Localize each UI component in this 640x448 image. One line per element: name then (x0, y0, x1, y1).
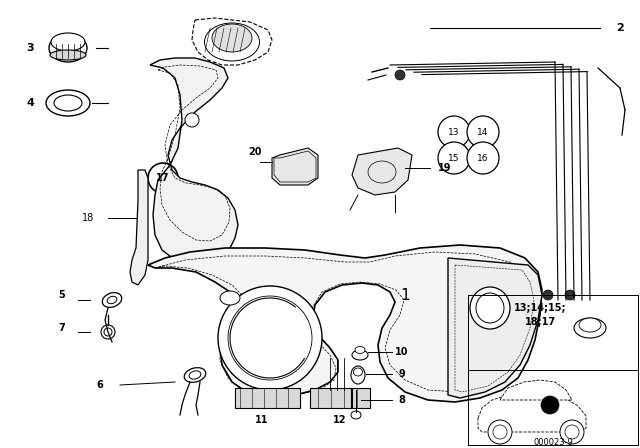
Ellipse shape (104, 328, 112, 336)
Ellipse shape (351, 411, 361, 419)
Ellipse shape (46, 90, 90, 116)
Polygon shape (448, 258, 542, 398)
Ellipse shape (189, 371, 201, 379)
Text: 9: 9 (399, 369, 405, 379)
Text: 7: 7 (59, 323, 65, 333)
Circle shape (565, 425, 579, 439)
Text: 20: 20 (248, 147, 262, 157)
Ellipse shape (574, 318, 606, 338)
Ellipse shape (49, 34, 87, 62)
Circle shape (185, 113, 199, 127)
Ellipse shape (184, 368, 206, 382)
Ellipse shape (476, 293, 504, 323)
Ellipse shape (351, 366, 365, 384)
Polygon shape (130, 170, 148, 285)
Circle shape (438, 116, 470, 148)
Text: 000023-9: 000023-9 (533, 438, 573, 447)
Text: 18: 18 (82, 213, 94, 223)
Text: 1: 1 (400, 288, 410, 302)
Ellipse shape (353, 368, 362, 376)
Polygon shape (272, 148, 318, 185)
Text: 13;14;15;: 13;14;15; (514, 303, 566, 313)
Text: 6: 6 (97, 380, 104, 390)
Ellipse shape (212, 24, 252, 52)
Circle shape (541, 396, 559, 414)
Ellipse shape (54, 95, 82, 111)
Circle shape (438, 142, 470, 174)
Text: 2: 2 (616, 23, 624, 33)
Ellipse shape (101, 325, 115, 339)
Ellipse shape (220, 291, 240, 305)
Polygon shape (478, 392, 586, 432)
Circle shape (467, 116, 499, 148)
Ellipse shape (50, 50, 86, 60)
Ellipse shape (352, 350, 368, 360)
Text: 5: 5 (59, 290, 65, 300)
Circle shape (395, 70, 405, 80)
Text: 4: 4 (26, 98, 34, 108)
Text: 19: 19 (438, 163, 452, 173)
Text: 14: 14 (477, 128, 489, 137)
Polygon shape (192, 18, 272, 65)
Ellipse shape (205, 23, 259, 61)
Text: 15: 15 (448, 154, 460, 163)
Text: 18;17: 18;17 (524, 317, 556, 327)
Circle shape (488, 420, 512, 444)
Polygon shape (500, 380, 572, 400)
Circle shape (543, 290, 553, 300)
Circle shape (565, 290, 575, 300)
Polygon shape (150, 58, 238, 265)
Polygon shape (148, 245, 542, 402)
Polygon shape (310, 388, 370, 408)
Circle shape (218, 286, 322, 390)
Text: 8: 8 (399, 395, 405, 405)
Text: 16: 16 (477, 154, 489, 163)
Ellipse shape (579, 318, 601, 332)
Text: 12: 12 (333, 415, 347, 425)
Ellipse shape (470, 287, 510, 329)
Text: 13: 13 (448, 128, 460, 137)
Ellipse shape (355, 346, 365, 353)
Ellipse shape (102, 293, 122, 307)
Text: 17: 17 (156, 173, 170, 183)
Ellipse shape (51, 33, 85, 51)
Text: 10: 10 (396, 347, 409, 357)
Polygon shape (235, 388, 300, 408)
Polygon shape (352, 148, 412, 195)
Ellipse shape (107, 296, 117, 304)
Text: 11: 11 (255, 415, 269, 425)
Text: 3: 3 (26, 43, 34, 53)
Circle shape (467, 142, 499, 174)
Circle shape (148, 163, 178, 193)
Circle shape (493, 425, 507, 439)
Circle shape (560, 420, 584, 444)
